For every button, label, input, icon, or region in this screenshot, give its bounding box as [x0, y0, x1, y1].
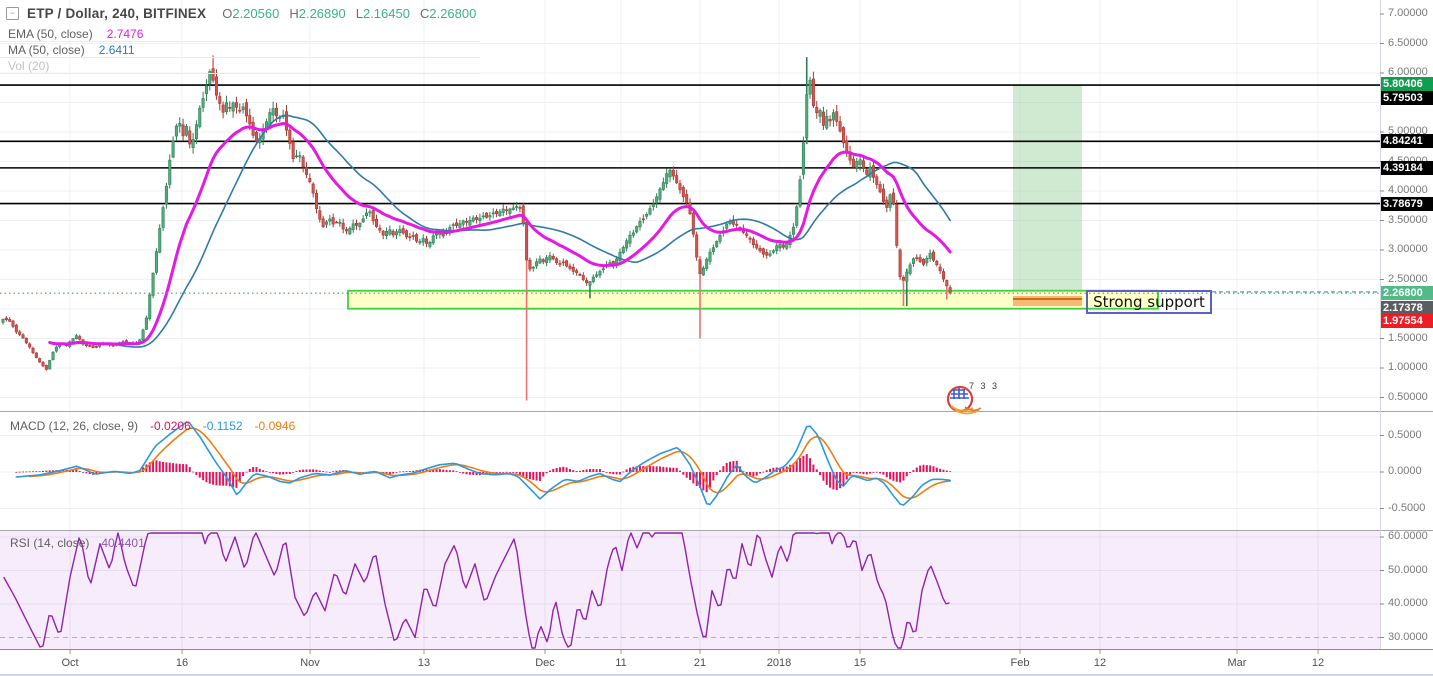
high-label: H: [289, 6, 299, 21]
price-tick: 1.50000: [1388, 331, 1428, 344]
time-tick: Feb: [1010, 657, 1030, 669]
low-value: 2.16450: [362, 6, 410, 21]
legend-divider: [0, 41, 480, 42]
price-tick: 4.00000: [1388, 184, 1428, 196]
rsi-tick: 30.0000: [1388, 630, 1428, 643]
volume-label: Vol (20): [8, 59, 50, 73]
time-tick: 12: [1311, 657, 1325, 669]
price-badge: 5.80406: [1381, 77, 1433, 91]
open-value: 2.20560: [232, 6, 280, 21]
time-tick: Dec: [535, 657, 555, 669]
rsi-tick: 40.0000: [1388, 597, 1428, 609]
price-tick: 6.00000: [1388, 66, 1428, 78]
price-tick: 3.50000: [1388, 213, 1428, 226]
price-tick: 3.00000: [1388, 243, 1428, 255]
macd-line-value: -0.1152: [202, 419, 243, 433]
close-value: 2.26800: [429, 6, 477, 21]
high-value: 2.26890: [298, 6, 346, 21]
macd-tick: 0.0000: [1388, 465, 1422, 477]
rsi-tick: 50.0000: [1388, 563, 1428, 576]
ohlc-values: O2.20560 H2.26890 L2.16450 C2.26800: [222, 6, 476, 21]
macd-signal-value: -0.0946: [254, 419, 296, 433]
ma-label: MA (50, close): [8, 43, 85, 57]
price-tick: 7.00000: [1388, 7, 1428, 19]
macd-label: MACD (12, 26, close, 9): [10, 419, 139, 433]
price-badge: 2.17378: [1381, 301, 1433, 315]
rsi-value: 40.4401: [101, 536, 145, 550]
macd-tick: 0.5000: [1388, 428, 1422, 441]
price-badge: 3.78679: [1381, 197, 1433, 211]
ema-label: EMA (50, close): [8, 27, 93, 41]
macd-header[interactable]: MACD (12, 26, close, 9) -0.0206 -0.1152 …: [10, 419, 295, 433]
price-tick: 6.50000: [1388, 36, 1428, 49]
time-tick: Oct: [61, 657, 79, 669]
price-badge: 5.79503: [1381, 91, 1433, 105]
chart-header: − ETP / Dollar, 240, BITFINEX O2.20560 H…: [6, 6, 476, 21]
watermark-numbers: 7 3 3: [969, 381, 1000, 391]
time-tick: 11: [615, 657, 627, 669]
time-tick: Mar: [1227, 657, 1247, 669]
price-tick: 2.50000: [1388, 272, 1428, 285]
collapse-legend-icon[interactable]: −: [6, 7, 19, 20]
time-tick: 21: [693, 657, 707, 669]
time-tick: 13: [417, 657, 431, 669]
close-label: C: [419, 6, 430, 21]
price-badge: 2.26800: [1381, 286, 1433, 300]
time-tick: 15: [853, 657, 867, 669]
time-tick: 2018: [766, 657, 792, 669]
price-badge: 1.97554: [1381, 314, 1433, 328]
price-tick: 1.00000: [1388, 361, 1428, 373]
low-label: L: [355, 6, 363, 21]
legend-row-ema[interactable]: EMA (50, close) 2.7476: [8, 27, 143, 41]
watermark-icon: 7 3 3: [945, 381, 1001, 420]
legend-divider: [0, 57, 480, 58]
ema-value: 2.7476: [106, 27, 144, 41]
time-tick: 16: [175, 657, 189, 669]
legend-row-ma[interactable]: MA (50, close) 2.6411: [8, 43, 135, 57]
strong-support-label[interactable]: Strong support: [1086, 290, 1212, 314]
ma-value: 2.6411: [98, 43, 135, 57]
price-badge: 4.39184: [1381, 161, 1433, 175]
macd-tick: -0.5000: [1388, 501, 1426, 514]
price-tick: 0.50000: [1388, 390, 1428, 403]
macd-hist-value: -0.0206: [150, 419, 191, 433]
price-badge: 4.84241: [1381, 134, 1433, 148]
rsi-label: RSI (14, close): [10, 536, 90, 550]
time-tick: Nov: [300, 657, 320, 669]
rsi-header[interactable]: RSI (14, close) 40.4401: [10, 536, 145, 550]
time-tick: 12: [1093, 657, 1107, 669]
open-label: O: [222, 6, 233, 21]
rsi-tick: 60.0000: [1388, 530, 1428, 542]
legend-divider: [0, 73, 480, 74]
symbol-title[interactable]: ETP / Dollar, 240, BITFINEX: [27, 6, 207, 21]
legend-row-volume[interactable]: Vol (20): [8, 59, 49, 73]
